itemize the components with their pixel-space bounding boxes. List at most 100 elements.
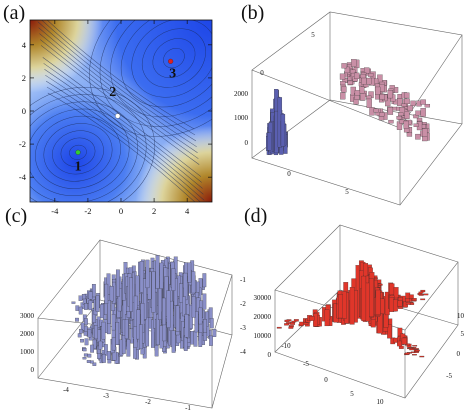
histogram-bar [171,330,176,353]
histogram-bar [87,329,92,338]
histogram-bar [90,344,95,353]
panel-a: (a) -4 -2 0 2 4 4 2 0 -2 -4 1 2 3 [3,2,213,216]
histogram-bar [361,275,367,321]
histogram-bar [412,345,418,347]
x-tick-label: -4 [51,206,59,216]
y-tick-label: -2 [19,139,26,149]
histogram-bar [88,300,93,311]
x-tick-label: -4 [63,386,69,394]
histogram-bar [94,325,98,340]
histogram-bar [193,330,198,347]
histogram-bar [397,300,403,307]
point-label: 1 [74,159,81,174]
histogram-bar [367,73,374,77]
histogram-bar [121,335,126,354]
histogram-bar [415,349,420,352]
y-tick-label: 0 [260,69,264,77]
contour-line [40,39,199,159]
histogram-bar [411,298,417,301]
histogram-bar [397,340,402,347]
histogram-bar [341,86,347,93]
histogram-bar [344,66,350,74]
histogram-bar [423,293,429,296]
histogram-bar [387,90,393,99]
histogram-bar [129,277,133,312]
panel-c-letter: (c) [5,205,27,227]
histogram-bar [405,298,410,303]
histogram-bar [276,326,282,329]
histogram-bar [421,128,428,138]
histogram-bar [347,80,353,85]
histogram-bar [203,319,207,333]
histogram-bar [102,354,106,363]
x-tick-label: -10 [281,342,291,350]
contour-line [60,137,96,168]
y-tick-label: 5 [461,330,465,338]
histogram-bar [393,299,398,312]
histogram-bar [366,95,372,100]
histogram-bar [109,286,114,302]
x-tick-label: 5 [345,188,349,196]
minimum-marker [168,58,174,64]
histogram-bar [84,318,88,325]
histogram-bar [126,339,131,357]
histogram-bar [407,347,413,349]
contour-line [142,28,206,88]
histogram-bar [420,108,426,117]
histogram-bar [387,107,394,115]
histogram-bar [209,335,213,346]
panel-b-letter: (b) [241,2,264,24]
panel-d: (d) 30000 20000 10000 0 -10 -5 0 5 10 10 5 0 -5 [244,205,465,406]
point-label: 3 [169,66,176,81]
histogram-bar [338,294,343,319]
histogram-bar [173,278,178,306]
histogram-bar [79,328,83,334]
x-tick-label: 0 [119,206,123,216]
contour-line [30,101,138,202]
histogram-bar [398,112,404,117]
histogram-bar [396,98,403,106]
histogram-bar [288,326,294,329]
histogram-bar [363,67,370,74]
panel-b-histogram [266,59,431,156]
histogram-bar [198,307,203,325]
histogram-bar [401,103,407,107]
contour-line [152,38,196,78]
contour-line [47,92,207,202]
z-tick-label: 10000 [254,332,272,340]
histogram-bar [415,110,421,116]
histogram-bar [420,99,426,105]
contour-line [131,20,212,98]
histogram-bar [284,323,289,326]
panel-c: (c) 0 1000 2000 3000 -4 -3 -2 -1 -1 -2 -3 -4 [5,205,246,412]
x-tick-label: -1 [185,404,191,412]
z-tick-label: 2000 [20,330,35,338]
contour-line [38,27,197,148]
contour-line [163,48,185,69]
histogram-bar [78,306,83,315]
histogram-bar [424,103,431,108]
histogram-bar [194,311,199,333]
histogram-bar [106,351,111,360]
histogram-bar [359,86,365,94]
panel-d-letter: (d) [244,205,267,227]
y-tick-label: -5 [446,372,452,380]
histogram-bar [92,339,97,349]
histogram-bar [401,337,407,345]
contour-line [46,86,206,202]
histogram-bar [156,314,160,346]
histogram-bar [404,111,410,119]
histogram-bar [191,271,196,294]
histogram-bar [404,98,410,105]
minimum-marker [75,149,81,155]
histogram-bar [182,296,186,317]
histogram-bar [290,321,296,325]
z-tick-label: 1000 [234,114,249,122]
histogram-bar [86,360,91,363]
histogram-bar [293,319,299,322]
histogram-bar [354,90,361,96]
y-tick-label: -4 [19,172,27,182]
histogram-bar [115,322,120,345]
histogram-bar [77,333,82,338]
contour-line [37,21,197,142]
